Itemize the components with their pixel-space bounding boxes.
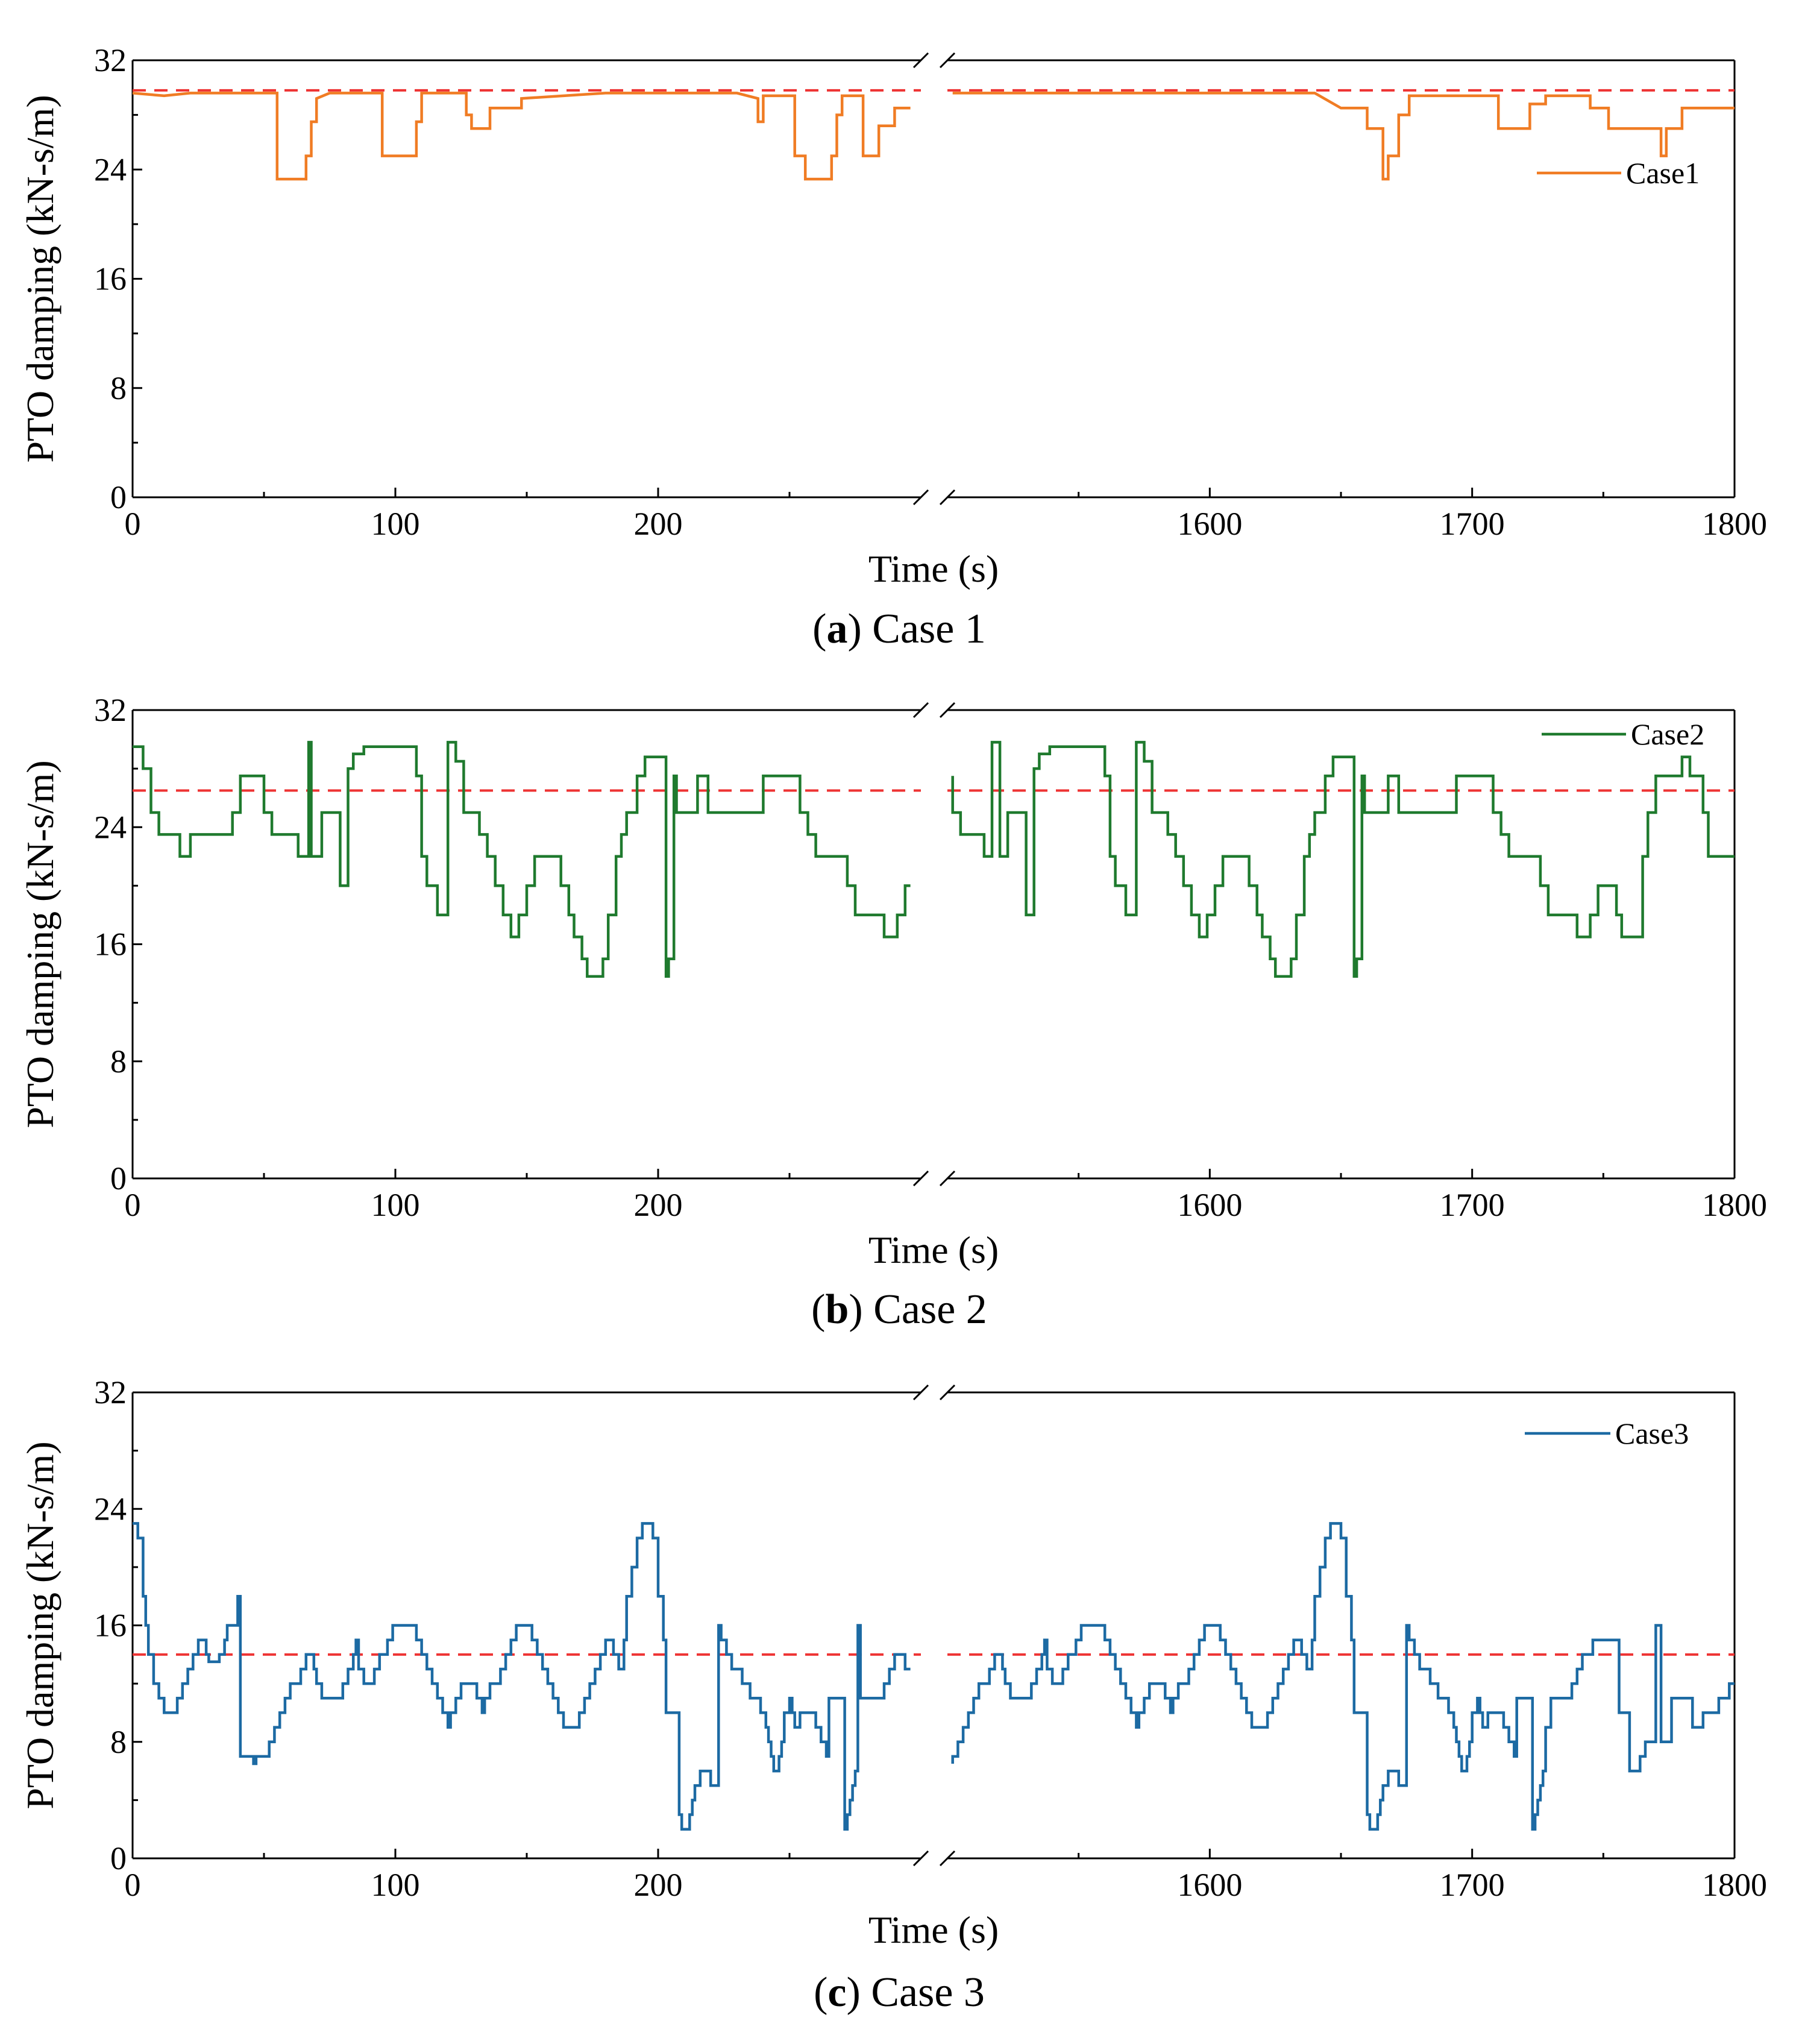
caption-letter: c	[827, 1969, 846, 2016]
break-slash	[912, 1850, 929, 1867]
chart-panel-3: 0 100 200 1600 1700 1800 0 8 16 24 32 Time (s) PTO d…	[19, 1374, 1767, 2016]
x-tick-label: 1800	[1702, 1187, 1767, 1223]
break-slash	[912, 52, 929, 69]
x-tick-label: 1700	[1440, 1187, 1505, 1223]
caption-title: Case 1	[872, 606, 986, 652]
panel-caption: (c) Case 3	[814, 1969, 985, 2016]
x-tick-label: 1800	[1702, 1867, 1767, 1903]
y-tick-label: 8	[110, 1043, 127, 1080]
panel-caption: (a) Case 1	[812, 606, 986, 652]
legend: Case1	[1537, 156, 1700, 190]
panel-caption: (b) Case 2	[811, 1286, 987, 1333]
x-tick-label: 1700	[1440, 1867, 1505, 1903]
caption-title: Case 2	[873, 1286, 987, 1333]
x-axis-title: Time (s)	[868, 1228, 999, 1271]
y-tick-label: 16	[94, 926, 127, 963]
break-slash	[912, 489, 929, 506]
y-tick-label: 0	[110, 479, 127, 515]
y-axis-title: PTO damping (kN-s/m)	[19, 1441, 61, 1809]
legend-label: Case1	[1626, 156, 1700, 190]
x-tick-label: 200	[634, 1867, 683, 1903]
chart-panel-2: 0 100 200 1600 1700 1800 0 8 16 24 32 Time (s) PTO d…	[19, 692, 1767, 1333]
x-tick-label: 100	[371, 506, 420, 542]
break-slash	[939, 52, 956, 69]
x-tick-label: 100	[371, 1187, 420, 1223]
caption-letter: a	[826, 606, 847, 652]
series-case3-segment-2	[951, 1522, 1735, 1831]
axis-break-marks	[912, 52, 956, 506]
x-axis-title: Time (s)	[868, 1908, 999, 1951]
legend: Case3	[1525, 1417, 1689, 1450]
y-tick-label: 24	[94, 151, 127, 187]
y-axis-title: PTO damping (kN-s/m)	[19, 760, 61, 1128]
axis-break-marks	[912, 1384, 956, 1867]
caption-close-paren: )	[849, 1286, 873, 1333]
y-tick-label: 32	[94, 42, 127, 78]
caption-open-paren: (	[812, 606, 826, 652]
legend-label: Case2	[1631, 717, 1704, 751]
legend-label: Case3	[1615, 1417, 1689, 1450]
break-slash	[939, 489, 956, 506]
axis-frame	[131, 1391, 1736, 1860]
break-slash	[939, 702, 956, 719]
y-tick-label: 24	[94, 809, 127, 845]
x-tick-label: 0	[125, 1187, 141, 1223]
x-tick-label: 0	[125, 506, 141, 542]
axis-frame	[131, 59, 1736, 498]
caption-letter: b	[825, 1286, 849, 1333]
x-tick-label: 0	[125, 1867, 141, 1903]
y-tick-label: 24	[94, 1491, 127, 1527]
y-tick-label: 0	[110, 1840, 127, 1876]
caption-close-paren: )	[847, 606, 872, 652]
y-axis-title: PTO damping (kN-s/m)	[19, 95, 61, 462]
caption-open-paren: (	[814, 1969, 827, 2016]
series-case1-segment-1	[132, 92, 911, 181]
legend: Case2	[1542, 717, 1704, 751]
x-tick-label: 1700	[1440, 506, 1505, 542]
y-tick-label: 0	[110, 1160, 127, 1197]
x-tick-label: 200	[634, 506, 683, 542]
break-slash	[912, 702, 929, 719]
axis-break-marks	[912, 702, 956, 1187]
series-case2-segment-1	[133, 741, 911, 978]
y-tick-label: 16	[94, 261, 127, 297]
caption-close-paren: )	[847, 1969, 871, 2016]
x-tick-label: 200	[634, 1187, 683, 1223]
break-slash	[912, 1384, 929, 1401]
break-slash	[939, 1384, 956, 1401]
y-tick-label: 8	[110, 1724, 127, 1760]
x-axis-title: Time (s)	[868, 547, 999, 590]
x-tick-label: 1600	[1177, 1867, 1242, 1903]
break-slash	[939, 1850, 956, 1867]
series-case2-segment-2	[951, 741, 1735, 978]
break-slash	[912, 1170, 929, 1187]
caption-title: Case 3	[871, 1969, 985, 2016]
x-tick-label: 1600	[1177, 506, 1242, 542]
x-tick-label: 100	[371, 1867, 420, 1903]
series-case1-segment-2	[952, 92, 1735, 181]
x-tick-label: 1800	[1702, 506, 1767, 542]
chart-panel-1: 0 100 200 1600 1700 1800 0 8 16 24 32 Time (s) PTO d…	[19, 42, 1767, 652]
y-tick-label: 32	[94, 1374, 127, 1410]
break-slash	[939, 1170, 956, 1187]
y-tick-label: 16	[94, 1608, 127, 1644]
caption-open-paren: (	[811, 1286, 825, 1333]
y-tick-label: 8	[110, 370, 127, 406]
series-case3-segment-1	[133, 1522, 911, 1831]
x-tick-label: 1600	[1177, 1187, 1242, 1223]
y-tick-label: 32	[94, 692, 127, 728]
